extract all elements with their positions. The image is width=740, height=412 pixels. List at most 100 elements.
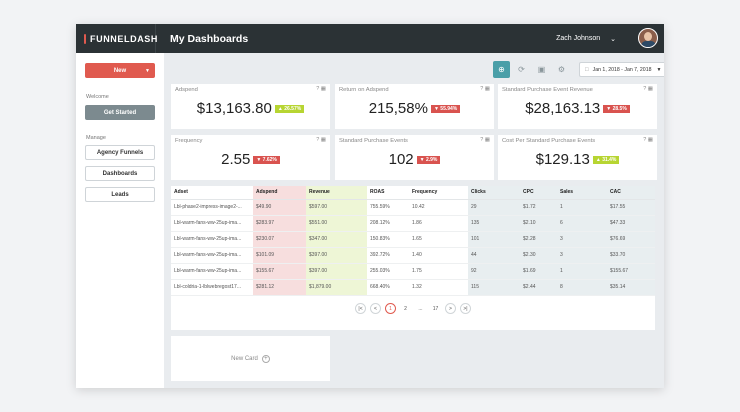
table-cell: $281.12: [253, 279, 306, 296]
nav-agency-funnels[interactable]: Agency Funnels: [85, 145, 155, 160]
page-title: My Dashboards: [170, 32, 249, 45]
table-cell: 6: [557, 215, 607, 232]
card-value: $129.13: [535, 151, 590, 168]
first-page-icon[interactable]: |<: [355, 303, 366, 314]
new-button[interactable]: New ▼: [85, 63, 155, 78]
change-badge: ▲ 31.4%: [592, 155, 620, 164]
table-row[interactable]: Lbl-phase2-impress-image2-... $49.90 $597.…: [171, 199, 655, 216]
metric-card-roas: Return on Adspend ? ▦ 215,58% ▼ 55.94%: [335, 84, 494, 129]
col-roas[interactable]: ROAS: [367, 186, 409, 200]
table-cell: $597.00: [306, 199, 367, 216]
card-icons[interactable]: ? ▦: [480, 86, 490, 92]
next-page-icon[interactable]: >: [445, 303, 456, 314]
table-cell: $347.00: [306, 231, 367, 248]
col-sales[interactable]: Sales: [557, 186, 607, 200]
table-row[interactable]: Lbl-warm-fans-ww-25up-ima... $101.09 $397.…: [171, 247, 655, 264]
table-row[interactable]: Lbl-coldria-1-lblwebregost17... $281.12 $1…: [171, 279, 655, 296]
toolbar: ⊕ ⟳ ▣ ⚙ □ Jan 1, 2018 - Jan 7, 2018 ▼: [493, 61, 664, 78]
change-badge: ▼ 2.9%: [416, 155, 441, 164]
page-17[interactable]: 17: [432, 305, 439, 312]
metric-card-revenue: Standard Purchase Event Revenue ? ▦ $28,…: [498, 84, 657, 129]
card-value: $13,163.80: [196, 100, 272, 117]
table-cell: Lbl-warm-fans-ww-25up-ima...: [171, 215, 253, 232]
nav-leads[interactable]: Leads: [85, 187, 155, 202]
table-row[interactable]: Lbl-warm-fans-ww-25up-ima... $155.67 $397.…: [171, 263, 655, 280]
table-cell: 44: [468, 247, 520, 264]
new-card-button[interactable]: New Card +: [171, 336, 330, 381]
table-cell: Lbl-warm-fans-ww-25up-ima...: [171, 263, 253, 280]
metric-card-frequency: Frequency ? ▦ 2.55 ▼ 7.62%: [171, 135, 330, 180]
col-clicks[interactable]: Clicks: [468, 186, 520, 200]
table-cell: $2.28: [520, 231, 557, 248]
table-cell: Lbl-warm-fans-ww-25up-ima...: [171, 247, 253, 264]
card-icons[interactable]: ? ▦: [480, 137, 490, 143]
col-frequency[interactable]: Frequency: [409, 186, 468, 200]
get-started-button[interactable]: Get Started: [85, 105, 155, 120]
date-range-text: Jan 1, 2018 - Jan 7, 2018: [592, 66, 652, 73]
logo[interactable]: FUNNELDASH: [76, 24, 158, 53]
table-cell: 1: [557, 199, 607, 216]
page-1[interactable]: 1: [385, 303, 396, 314]
last-page-icon[interactable]: >|: [460, 303, 471, 314]
card-icons[interactable]: ? ▦: [643, 137, 653, 143]
add-icon[interactable]: ⊕: [493, 61, 510, 78]
change-badge: ▲ 26.57%: [274, 104, 305, 113]
refresh-icon[interactable]: ⟳: [518, 65, 525, 74]
metric-card-purchase-events: Standard Purchase Events ? ▦ 102 ▼ 2.9%: [335, 135, 494, 180]
card-icons[interactable]: ? ▦: [316, 137, 326, 143]
table-cell: Lbl-warm-fans-ww-25up-ima...: [171, 231, 253, 248]
table-cell: $155.67: [253, 263, 306, 280]
page-ellipsis: ...: [418, 305, 423, 312]
change-badge: ▼ 55.94%: [430, 104, 461, 113]
col-adset[interactable]: Adset: [171, 186, 253, 200]
nav-dashboards[interactable]: Dashboards: [85, 166, 155, 181]
table-cell: 1.86: [409, 215, 468, 232]
table-cell: 3: [557, 231, 607, 248]
card-icons[interactable]: ? ▦: [643, 86, 653, 92]
table-cell: $397.00: [306, 247, 367, 264]
table-cell: 208.12%: [367, 215, 409, 232]
card-label: Standard Purchase Event Revenue: [502, 87, 593, 93]
table-cell: 255.03%: [367, 263, 409, 280]
card-value: 2.55: [221, 151, 251, 168]
card-value: 215,58%: [368, 100, 428, 117]
metric-card-adspend: Adspend ? ▦ $13,163.80 ▲ 26.57%: [171, 84, 330, 129]
page-2[interactable]: 2: [404, 305, 407, 312]
table-row[interactable]: Lbl-warm-fans-ww-25up-ima... $230.07 $347.…: [171, 231, 655, 248]
metric-card-cost-per-purchase: Cost Per Standard Purchase Events ? ▦ $1…: [498, 135, 657, 180]
sidebar: New ▼ Welcome Get Started Manage Agency …: [76, 53, 164, 388]
table-cell: 1: [557, 263, 607, 280]
col-cpc[interactable]: CPC: [520, 186, 557, 200]
table-cell: $76.69: [607, 231, 655, 248]
gear-icon[interactable]: ⚙: [557, 65, 566, 74]
card-value: 102: [388, 151, 414, 168]
avatar[interactable]: [638, 28, 658, 48]
camera-icon[interactable]: ▣: [537, 65, 546, 74]
user-menu[interactable]: Zach Johnson ⌄: [556, 24, 616, 53]
funnel-logo-icon: [84, 33, 86, 44]
table-header-row: Adset Adspend Revenue ROAS Frequency Cli…: [171, 186, 655, 200]
table-cell: 3: [557, 247, 607, 264]
table-cell: $551.00: [306, 215, 367, 232]
logo-text: FUNNELDASH: [90, 33, 158, 44]
plus-icon: +: [261, 354, 270, 363]
table-cell: $49.90: [253, 199, 306, 216]
table-row[interactable]: Lbl-warm-fans-ww-25up-ima... $283.97 $551.…: [171, 215, 655, 232]
table-cell: 8: [557, 279, 607, 296]
card-icons[interactable]: ? ▦: [316, 86, 326, 92]
chevron-down-icon[interactable]: ⌄: [610, 35, 616, 43]
table-cell: 1.65: [409, 231, 468, 248]
col-revenue[interactable]: Revenue: [306, 186, 367, 200]
table-cell: Lbl-coldria-1-lblwebregost17...: [171, 279, 253, 296]
new-card-label: New Card: [231, 355, 258, 362]
card-label: Cost Per Standard Purchase Events: [502, 138, 596, 144]
col-cac[interactable]: CAC: [607, 186, 655, 200]
pagination: |< < 1 2 ... 17 > >|: [171, 303, 655, 314]
table-cell: $283.97: [253, 215, 306, 232]
prev-page-icon[interactable]: <: [370, 303, 381, 314]
adset-table: Adset Adspend Revenue ROAS Frequency Cli…: [171, 186, 655, 330]
manage-label: Manage: [86, 135, 106, 141]
date-range-picker[interactable]: □ Jan 1, 2018 - Jan 7, 2018 ▼: [579, 62, 664, 77]
calendar-icon: □: [585, 66, 589, 73]
col-adspend[interactable]: Adspend: [253, 186, 306, 200]
